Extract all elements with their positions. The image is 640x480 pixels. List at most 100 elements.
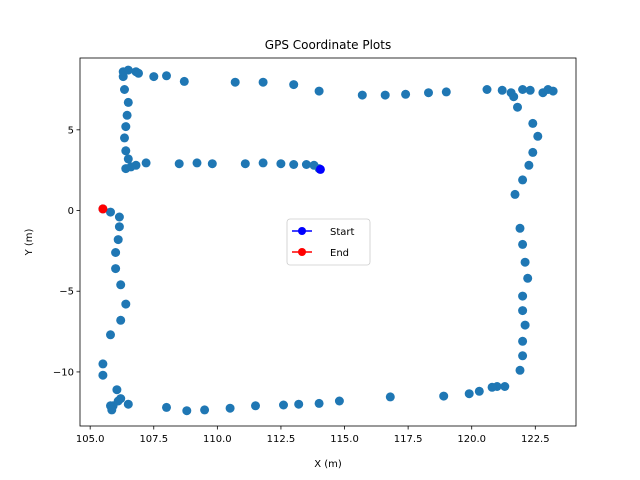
data-point bbox=[509, 92, 519, 102]
data-point bbox=[401, 89, 411, 99]
data-point bbox=[116, 315, 126, 325]
data-point bbox=[528, 118, 538, 128]
data-point bbox=[357, 90, 367, 100]
data-point bbox=[207, 159, 217, 169]
legend-box bbox=[286, 218, 371, 266]
legend-end-marker bbox=[298, 248, 306, 256]
data-point bbox=[289, 160, 299, 169]
data-point bbox=[500, 382, 510, 391]
data-point bbox=[122, 110, 132, 120]
data-point bbox=[548, 86, 558, 96]
data-point bbox=[240, 159, 250, 169]
y-tick-label: −10 bbox=[53, 367, 74, 378]
data-point bbox=[149, 72, 159, 82]
data-point bbox=[380, 90, 390, 100]
x-tick-label: 105.0 bbox=[76, 434, 105, 445]
data-point bbox=[533, 131, 543, 141]
data-point bbox=[518, 85, 528, 94]
data-point bbox=[482, 85, 492, 94]
end-point bbox=[98, 204, 108, 214]
data-point bbox=[113, 235, 123, 245]
data-point bbox=[513, 102, 522, 112]
data-point bbox=[518, 239, 528, 249]
data-point bbox=[123, 154, 133, 164]
x-axis-ticks: 105.0 107.5 110.0 112.5 115.0 117.5 120.0 122.5 bbox=[76, 426, 550, 445]
data-point bbox=[289, 80, 299, 90]
x-axis-label: X (m) bbox=[314, 459, 342, 470]
data-point bbox=[424, 88, 433, 98]
data-point bbox=[162, 71, 171, 81]
data-point bbox=[314, 398, 324, 408]
data-point bbox=[518, 306, 528, 316]
data-point bbox=[510, 189, 520, 199]
data-point bbox=[518, 291, 528, 301]
plot-frame bbox=[79, 57, 577, 427]
data-point bbox=[225, 403, 235, 413]
data-point bbox=[112, 385, 122, 395]
data-point bbox=[441, 87, 451, 97]
data-point bbox=[134, 68, 143, 78]
data-point bbox=[98, 359, 108, 369]
data-point bbox=[279, 400, 288, 410]
data-point bbox=[121, 299, 131, 309]
legend-start-marker bbox=[298, 227, 306, 235]
data-point bbox=[98, 370, 108, 380]
data-point bbox=[520, 257, 530, 267]
data-point bbox=[309, 160, 319, 170]
x-tick-label: 117.5 bbox=[394, 434, 423, 445]
data-point bbox=[314, 86, 324, 96]
data-point bbox=[525, 85, 535, 95]
data-point bbox=[487, 382, 497, 392]
x-tick-label: 115.0 bbox=[330, 434, 359, 445]
data-points-layer bbox=[98, 65, 558, 416]
data-point bbox=[123, 399, 133, 409]
x-tick-label: 107.5 bbox=[139, 434, 168, 445]
data-point bbox=[123, 65, 133, 75]
data-point bbox=[515, 365, 525, 375]
x-tick-label: 120.0 bbox=[457, 434, 486, 445]
x-tick-label: 110.0 bbox=[203, 434, 232, 445]
y-axis-label: Y (m) bbox=[24, 228, 35, 256]
data-point bbox=[106, 207, 115, 217]
data-point bbox=[121, 122, 131, 132]
data-point bbox=[520, 320, 530, 330]
data-point bbox=[301, 160, 311, 169]
data-point bbox=[123, 97, 133, 107]
data-point bbox=[116, 280, 126, 290]
data-point bbox=[174, 159, 184, 169]
data-point bbox=[121, 146, 131, 156]
data-point bbox=[200, 405, 210, 415]
legend-end-label: End bbox=[330, 248, 349, 259]
y-tick-label: −5 bbox=[59, 287, 74, 298]
data-point bbox=[162, 402, 171, 412]
data-point bbox=[179, 76, 189, 86]
data-point bbox=[276, 159, 286, 169]
data-point bbox=[114, 212, 124, 222]
data-point bbox=[464, 389, 474, 399]
data-point bbox=[515, 223, 525, 233]
data-point bbox=[192, 158, 202, 168]
data-point bbox=[518, 351, 528, 361]
data-point bbox=[385, 392, 395, 402]
legend-start-label: Start bbox=[330, 227, 355, 238]
x-tick-label: 112.5 bbox=[267, 434, 296, 445]
data-point bbox=[528, 147, 538, 157]
data-point bbox=[258, 77, 268, 87]
x-tick-label: 122.5 bbox=[521, 434, 550, 445]
data-point bbox=[121, 164, 131, 174]
data-point bbox=[474, 386, 484, 396]
data-point bbox=[523, 273, 533, 283]
legend: Start End bbox=[286, 218, 371, 266]
data-point bbox=[107, 405, 117, 415]
data-point bbox=[439, 391, 449, 401]
data-point bbox=[182, 406, 192, 416]
data-point bbox=[334, 396, 344, 406]
data-point bbox=[230, 77, 240, 87]
data-point bbox=[524, 160, 534, 170]
data-point bbox=[114, 222, 124, 232]
data-point bbox=[111, 264, 121, 274]
data-point bbox=[141, 158, 151, 168]
data-point bbox=[518, 175, 528, 185]
y-axis-ticks: −10 −5 0 5 bbox=[53, 125, 80, 378]
